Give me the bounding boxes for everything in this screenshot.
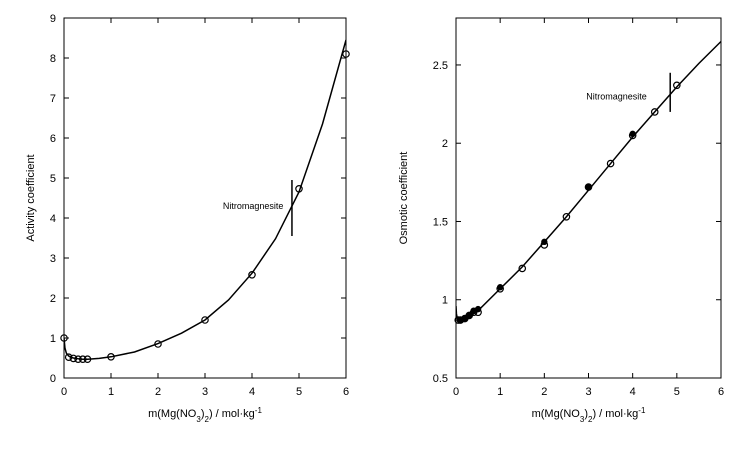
data-point	[562, 212, 571, 221]
x-tick-label: 0	[453, 386, 459, 398]
data-point	[650, 108, 659, 116]
y-tick-label: 2.5	[433, 60, 448, 72]
data-point	[673, 81, 681, 90]
y-tick-label: 1.5	[433, 216, 448, 228]
x-tick-label: 2	[155, 386, 161, 398]
annotation-nitromagnesite: Nitromagnesite	[223, 201, 284, 211]
x-tick-label: 2	[541, 386, 547, 398]
y-tick-label: 6	[50, 133, 56, 145]
y-axis-label: Activity coefficient	[25, 154, 37, 241]
data-point	[606, 159, 615, 168]
x-tick-label: 1	[108, 386, 114, 398]
y-tick-label: 8	[50, 53, 56, 65]
x-axis-label: m(Mg(NO3)2) / mol·kg-1	[532, 406, 646, 424]
x-tick-label: 3	[585, 386, 591, 398]
chart-panel-2: 0 1 2 3 4 5 6 0.5 1 1.5 2 2.5 m(Mg(NO3)2) / mol·kg-1…	[398, 17, 724, 424]
data-point	[201, 316, 209, 324]
fit-curve	[64, 39, 346, 360]
y-tick-label: 9	[50, 13, 56, 25]
y-tick-label: 4	[50, 213, 56, 225]
annotation-nitromagnesite: Nitromagnesite	[586, 91, 647, 101]
x-tick-label: 1	[497, 386, 503, 398]
y-tick-label: 1	[442, 295, 448, 307]
x-tick-label: 6	[718, 386, 724, 398]
x-axis-label: m(Mg(NO3)2) / mol·kg-1	[148, 406, 262, 424]
y-tick-label: 3	[50, 253, 56, 265]
y-tick-label: 1	[50, 333, 56, 345]
y-tick-label: 0.5	[433, 373, 448, 385]
y-tick-label: 0	[50, 373, 56, 385]
data-point	[248, 270, 256, 279]
x-tick-label: 4	[249, 386, 255, 398]
x-tick-label: 5	[674, 386, 680, 398]
plot-frame	[455, 17, 722, 379]
y-tick-label: 7	[50, 93, 56, 105]
x-tick-label: 4	[630, 386, 636, 398]
x-tick-label: 0	[61, 386, 67, 398]
chart-panel-1: 0 1 2 3 4 5 6 0 1 2 3 4 5 6 7 8 9 m(Mg(NO3)2) / mol·kg-1 A…	[25, 13, 350, 424]
plot-frame	[63, 17, 347, 379]
fit-curve	[456, 40, 721, 321]
data-point	[518, 264, 527, 273]
y-tick-label: 2	[442, 138, 448, 150]
x-tick-label: 5	[296, 386, 302, 398]
x-tick-label: 3	[202, 386, 208, 398]
y-tick-label: 5	[50, 173, 56, 185]
x-tick-label: 6	[343, 386, 349, 398]
y-tick-label: 2	[50, 293, 56, 305]
y-axis-label: Osmotic coefficient	[398, 152, 410, 245]
